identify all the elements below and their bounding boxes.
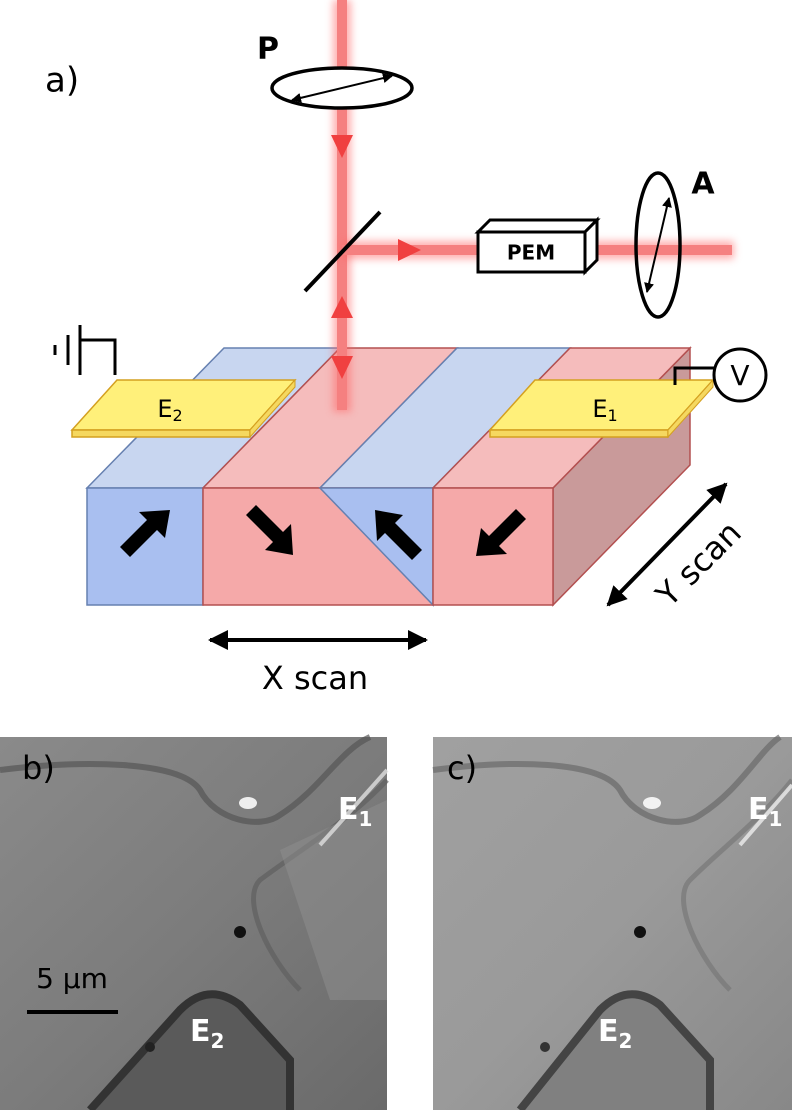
scale-bar-label: 5 μm xyxy=(36,962,108,995)
y-scan-arrow xyxy=(606,482,728,607)
beam-arrow xyxy=(331,356,353,379)
arrow xyxy=(120,510,170,557)
electrode-edge xyxy=(71,429,251,438)
panel-c: c) E1 E2 xyxy=(432,734,792,1110)
panel-b: b) E1 E2 5 μm xyxy=(0,734,389,1110)
electrode-edge xyxy=(249,378,296,439)
electrode-label: E2 xyxy=(598,1014,632,1053)
beam xyxy=(337,0,347,410)
front-face xyxy=(86,487,204,606)
beam-arrow xyxy=(331,296,353,318)
panel-a: a) E2 E1 V P PEM A X scan Y scan xyxy=(45,0,768,697)
arrow xyxy=(476,509,526,556)
ground-symbol xyxy=(53,325,117,375)
polarization-axis xyxy=(291,73,393,103)
analyzer xyxy=(634,171,682,319)
voltmeter xyxy=(712,347,768,403)
pem-label: PEM xyxy=(507,241,555,265)
pem xyxy=(474,216,601,276)
panel-label: c) xyxy=(447,749,477,787)
polarizer-label: P xyxy=(257,32,279,67)
beam-arrow xyxy=(331,135,353,158)
analyzer-axis xyxy=(644,197,672,293)
electrode-label: E1 xyxy=(592,395,617,425)
y-scan-label: Y scan xyxy=(648,513,749,614)
panel-label: b) xyxy=(22,749,55,787)
electrode-label: E2 xyxy=(157,395,182,425)
x-scan-label: X scan xyxy=(262,659,368,697)
arrow xyxy=(375,510,422,560)
beam-splitter xyxy=(303,210,382,293)
electrode-label: E1 xyxy=(338,792,372,831)
analyzer-label: A xyxy=(691,167,715,202)
panel-label: a) xyxy=(45,61,79,101)
electrode-label: E2 xyxy=(190,1014,224,1053)
beam-arrow xyxy=(398,239,421,261)
electrode-label: E1 xyxy=(748,792,782,831)
arrow xyxy=(246,505,293,555)
electrode-edge xyxy=(489,429,669,438)
wire xyxy=(673,366,714,385)
voltmeter-label: V xyxy=(730,359,749,392)
domain-arrows xyxy=(120,505,526,560)
